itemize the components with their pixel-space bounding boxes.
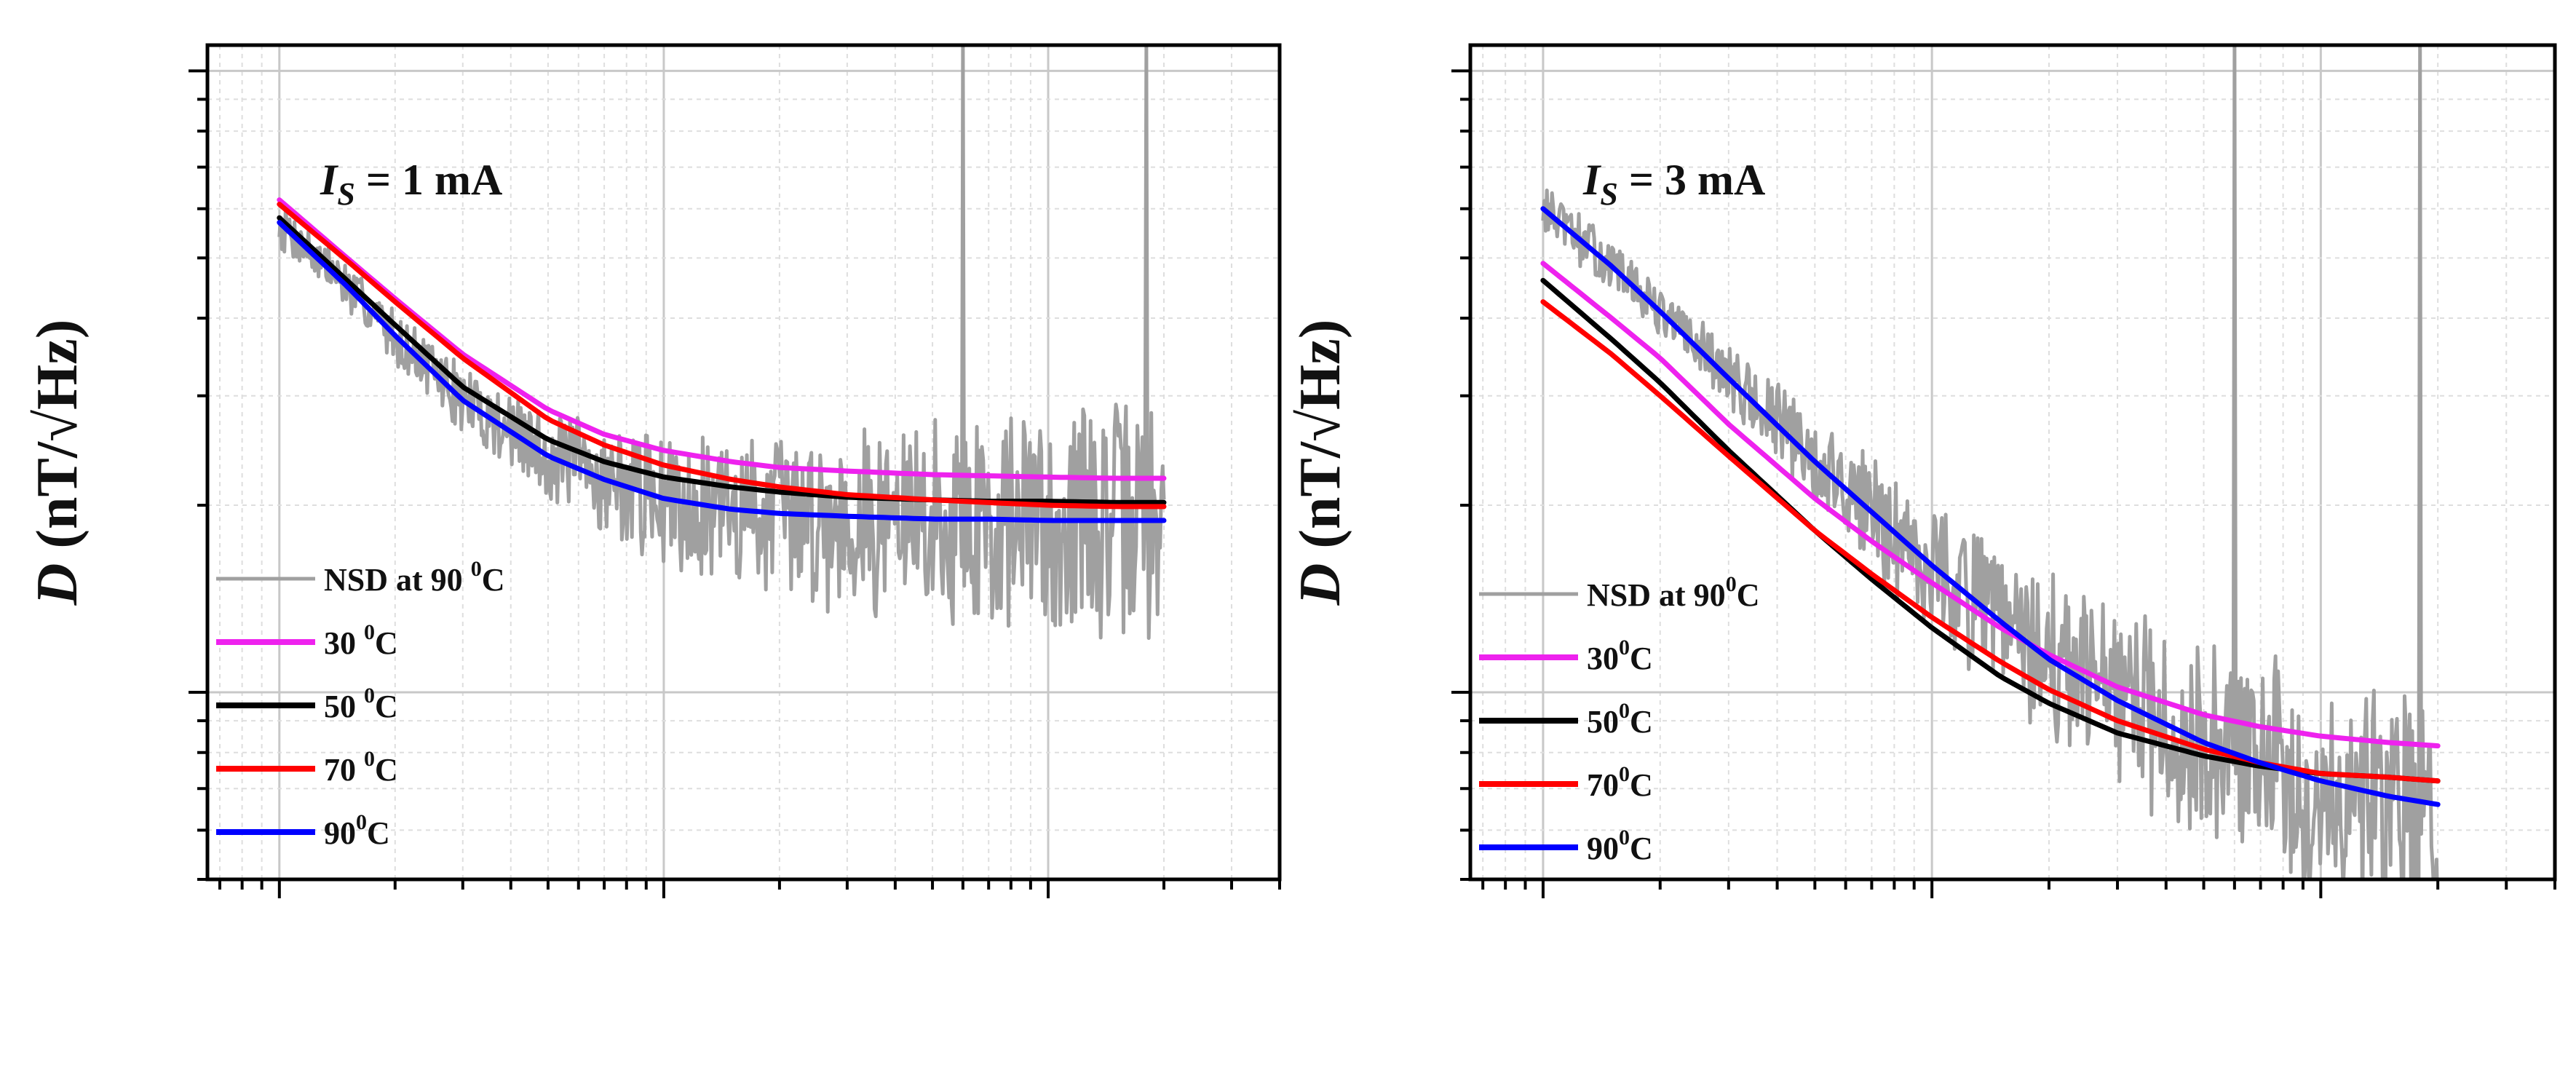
annotation-current-symbol: I: [1582, 156, 1602, 204]
annotation-current-symbol: I: [320, 156, 339, 204]
y-axis-title-space: [1288, 549, 1352, 563]
annotation-current: IS = 3 mA: [1582, 156, 1765, 212]
legend-label-unit: C: [375, 689, 398, 724]
legend-label-main: NSD at 90: [1587, 577, 1726, 613]
legend-label-degree: 0: [356, 810, 367, 834]
legend-label: NSD at 90 0C: [324, 557, 504, 598]
plot-frame: [205, 43, 1282, 882]
legend-label-degree: 0: [1619, 826, 1630, 850]
y-axis-title-unit: (nT/√Hz): [25, 320, 90, 549]
legend-label-degree: 0: [1619, 636, 1630, 660]
series-line-4: [1540, 206, 2441, 807]
legend-label: 700C: [1587, 762, 1653, 803]
legend-label-degree: 0: [364, 620, 375, 644]
legend-label-main: 30: [324, 625, 364, 661]
legend-label-unit: C: [367, 815, 390, 851]
legend-label-main: 90: [1587, 831, 1619, 866]
y-axis-title: D (nT/√Hz): [25, 320, 90, 606]
x-axis-ticks: [1481, 879, 2556, 898]
y-axis-title-space: [25, 549, 90, 563]
legend-label-unit: C: [1737, 577, 1760, 613]
legend-label-unit: C: [375, 752, 398, 788]
y-axis-title-symbol: D: [25, 563, 90, 606]
x-axis-ticks: [218, 879, 1281, 898]
legend-label: 70 0C: [324, 747, 398, 788]
legend-label-unit: C: [1630, 767, 1653, 803]
legend-label-unit: C: [1630, 704, 1653, 740]
series-line-2: [1540, 277, 2441, 784]
series-line-1: [1540, 261, 2441, 749]
legend-label-degree: 0: [471, 557, 482, 581]
legend-label-unit: C: [482, 562, 505, 598]
annotation-current-space: [1618, 156, 1629, 204]
series-line-1: [277, 197, 1167, 481]
series-line-3: [1540, 299, 2441, 784]
y-axis-ticks: [189, 69, 207, 881]
series-line-noise: [277, 45, 1166, 641]
legend-label-unit: C: [1630, 831, 1653, 866]
legend-label: 900C: [324, 810, 390, 851]
plot-frame: [1468, 43, 2557, 882]
legend-label-main: 50: [1587, 704, 1619, 740]
legend-label-main: 90: [324, 815, 356, 851]
annotation-current-value: = 3 mA: [1629, 156, 1766, 204]
legend-label-unit: C: [375, 625, 398, 661]
y-axis-title-symbol: D: [1288, 563, 1352, 606]
legend-label: 30 0C: [324, 620, 398, 661]
legend-label-main: 70: [1587, 767, 1619, 803]
annotation-current-subscript: S: [337, 176, 354, 212]
annotation-current-space: [355, 156, 366, 204]
annotation-current: IS = 1 mA: [320, 156, 502, 212]
legend-label-degree: 0: [1726, 572, 1737, 596]
legend-label-main: 50: [324, 689, 364, 724]
legend-label-degree: 0: [364, 684, 375, 708]
legend-label-degree: 0: [1619, 762, 1630, 786]
series-line-3: [277, 202, 1167, 510]
legend-label-degree: 0: [1619, 699, 1630, 723]
legend-label-unit: C: [1630, 641, 1653, 676]
legend-label: 500C: [1587, 699, 1653, 740]
series-line-2: [277, 215, 1167, 505]
legend-label-degree: 0: [364, 747, 375, 771]
plot-area: [277, 45, 1167, 641]
y-axis-title: D (nT/√Hz): [1288, 320, 1352, 606]
legend-label: 300C: [1587, 636, 1653, 676]
annotation-current-subscript: S: [1600, 176, 1617, 212]
legend-label: 50 0C: [324, 684, 398, 724]
legend-label-main: 30: [1587, 641, 1619, 676]
y-axis-ticks: [1451, 69, 1470, 881]
legend-label-main: NSD at 90: [324, 562, 471, 598]
y-axis-title-unit: (nT/√Hz): [1288, 320, 1352, 549]
series-line-4: [277, 220, 1167, 523]
legend-label: 900C: [1587, 826, 1653, 866]
legend-label: NSD at 900C: [1587, 572, 1759, 613]
annotation-current-value: = 1 mA: [366, 156, 503, 204]
legend-label-main: 70: [324, 752, 364, 788]
plot-area: [1540, 45, 2441, 879]
